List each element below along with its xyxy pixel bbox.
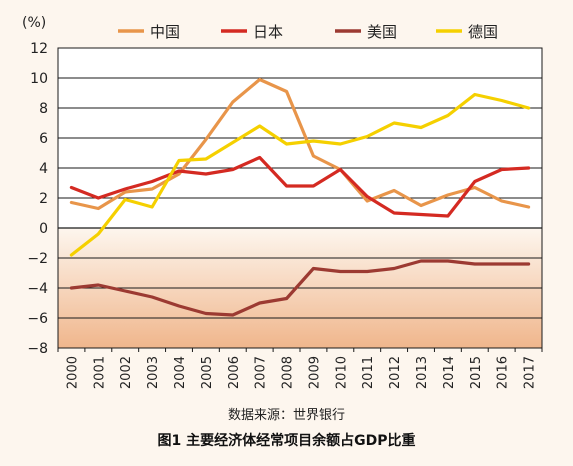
legend: 中国 日本 美国 德国	[118, 23, 498, 41]
y-tick-label: −8	[27, 341, 48, 357]
series-line	[69, 155, 531, 218]
legend-label: 日本	[253, 23, 283, 41]
x-tick-label: 2013	[415, 356, 430, 389]
y-tick-label: −6	[27, 311, 48, 327]
x-tick-label: 2010	[334, 356, 349, 389]
legend-label: 中国	[150, 23, 180, 41]
y-tick-label: 2	[39, 191, 48, 207]
y-unit-label: (%)	[22, 15, 46, 31]
y-tick-label: −2	[27, 251, 48, 267]
x-tick-label: 2008	[281, 356, 296, 389]
x-tick-label: 2015	[469, 356, 484, 389]
y-tick-label: 4	[39, 161, 48, 177]
x-tick-label: 2000	[65, 356, 80, 389]
x-tick-label: 2004	[173, 356, 188, 389]
y-tick-label: 6	[39, 131, 48, 147]
x-tick-label: 2017	[523, 356, 538, 389]
series-line	[69, 77, 531, 211]
x-tick-label: 2005	[200, 356, 215, 389]
y-tick-labels: 12 10 8 6 4 2 0 −2 −4 −6 −8	[27, 41, 48, 357]
x-tick-label: 2003	[146, 356, 161, 389]
gridlines	[57, 47, 543, 352]
x-tick-label: 2014	[442, 356, 457, 389]
x-tick-label: 2016	[496, 356, 511, 389]
series-line	[69, 259, 531, 317]
x-tick-label: 2002	[119, 356, 134, 389]
y-tick-label: 10	[30, 71, 48, 87]
x-tick-label: 2011	[361, 356, 376, 389]
y-tick-label: 0	[39, 221, 48, 237]
x-tick-label: 2012	[388, 356, 403, 389]
legend-label: 德国	[468, 23, 498, 41]
figure-caption: 图1 主要经济体经常项目余额占GDP比重	[157, 433, 416, 449]
x-tick-labels: 2000 2001 2002 2003 2004 2005 2006 2007 2008 2009…	[65, 356, 537, 389]
legend-label: 美国	[367, 23, 397, 41]
x-tick-label: 2001	[92, 356, 107, 389]
x-tick-label: 2009	[307, 356, 322, 389]
y-tick-label: 8	[39, 101, 48, 117]
y-tick-label: 12	[30, 41, 48, 57]
y-tick-label: −4	[27, 281, 48, 297]
source-note: 数据来源：世界银行	[227, 408, 345, 423]
x-tick-label: 2007	[254, 356, 269, 389]
series-line	[69, 92, 531, 257]
x-tick-label: 2006	[227, 356, 242, 389]
series-lines	[69, 77, 531, 317]
